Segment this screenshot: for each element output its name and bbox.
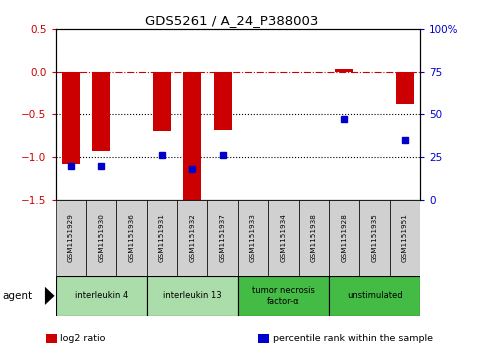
Text: GSM1151930: GSM1151930 bbox=[98, 213, 104, 262]
Bar bbox=[153, 72, 171, 131]
Text: GSM1151937: GSM1151937 bbox=[220, 213, 226, 262]
Text: interleukin 13: interleukin 13 bbox=[163, 291, 222, 300]
Bar bbox=[238, 200, 268, 276]
Bar bbox=[329, 200, 359, 276]
Text: GSM1151932: GSM1151932 bbox=[189, 213, 195, 262]
Bar bbox=[56, 200, 86, 276]
Bar bbox=[359, 200, 390, 276]
Text: GSM1151934: GSM1151934 bbox=[281, 213, 286, 262]
Text: GSM1151935: GSM1151935 bbox=[371, 213, 378, 262]
Bar bbox=[298, 200, 329, 276]
Text: interleukin 4: interleukin 4 bbox=[74, 291, 128, 300]
Text: unstimulated: unstimulated bbox=[347, 291, 402, 300]
Text: tumor necrosis
factor-α: tumor necrosis factor-α bbox=[252, 286, 315, 306]
Text: GSM1151933: GSM1151933 bbox=[250, 213, 256, 262]
Bar bbox=[56, 276, 147, 316]
Bar bbox=[329, 276, 420, 316]
Bar bbox=[62, 72, 80, 164]
Text: GSM1151951: GSM1151951 bbox=[402, 213, 408, 262]
Text: log2 ratio: log2 ratio bbox=[60, 334, 106, 343]
Text: percentile rank within the sample: percentile rank within the sample bbox=[273, 334, 433, 343]
Bar bbox=[177, 200, 208, 276]
Text: GSM1151929: GSM1151929 bbox=[68, 213, 74, 262]
Bar bbox=[183, 72, 201, 201]
Text: GSM1151938: GSM1151938 bbox=[311, 213, 317, 262]
Bar bbox=[147, 276, 238, 316]
Bar bbox=[396, 72, 414, 104]
Bar bbox=[390, 200, 420, 276]
Bar bbox=[92, 72, 110, 151]
Text: agent: agent bbox=[2, 291, 32, 301]
Bar bbox=[335, 69, 354, 72]
Bar bbox=[238, 276, 329, 316]
Bar bbox=[268, 200, 298, 276]
Bar bbox=[208, 200, 238, 276]
Bar bbox=[116, 200, 147, 276]
Polygon shape bbox=[45, 287, 55, 305]
Bar bbox=[86, 200, 116, 276]
Bar bbox=[147, 200, 177, 276]
Text: GSM1151931: GSM1151931 bbox=[159, 213, 165, 262]
Text: GSM1151936: GSM1151936 bbox=[128, 213, 135, 262]
Bar bbox=[213, 72, 232, 130]
Text: GDS5261 / A_24_P388003: GDS5261 / A_24_P388003 bbox=[145, 15, 318, 28]
Text: GSM1151928: GSM1151928 bbox=[341, 213, 347, 262]
